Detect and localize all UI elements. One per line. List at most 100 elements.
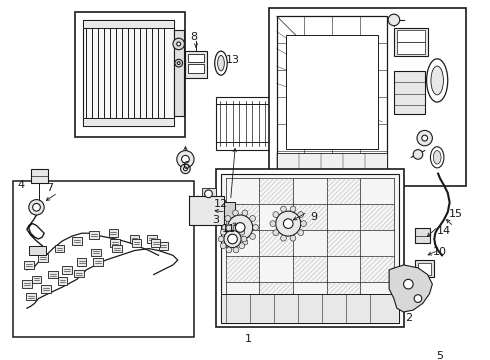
Bar [221, 174, 399, 323]
Bar [91, 249, 101, 256]
Text: 11: 11 [221, 224, 236, 234]
Circle shape [233, 225, 239, 231]
Circle shape [281, 206, 286, 212]
Circle shape [177, 42, 181, 46]
Text: 10: 10 [433, 247, 447, 257]
Bar [418, 263, 431, 275]
Circle shape [388, 14, 400, 26]
Circle shape [241, 236, 247, 242]
Circle shape [242, 239, 248, 245]
Ellipse shape [215, 51, 227, 75]
Bar [394, 28, 428, 57]
Circle shape [29, 199, 44, 215]
Bar [41, 285, 51, 293]
Circle shape [250, 216, 255, 221]
Circle shape [270, 221, 276, 226]
Circle shape [177, 150, 194, 168]
Text: 12: 12 [214, 199, 228, 210]
Circle shape [301, 221, 307, 226]
Bar [397, 31, 425, 42]
Circle shape [228, 215, 253, 240]
Circle shape [177, 62, 180, 64]
Bar [31, 169, 48, 183]
Text: 15: 15 [448, 209, 463, 219]
Ellipse shape [218, 55, 224, 71]
Bar [58, 278, 67, 285]
Bar [62, 266, 72, 274]
Bar [26, 293, 36, 301]
Text: 9: 9 [311, 212, 318, 222]
Bar [83, 118, 174, 126]
Bar [188, 54, 204, 62]
Circle shape [225, 216, 231, 221]
Bar [415, 228, 430, 243]
Circle shape [253, 225, 258, 230]
Bar [277, 153, 387, 177]
Bar [29, 246, 46, 255]
Bar [277, 16, 387, 177]
Text: 5: 5 [437, 351, 443, 360]
Circle shape [175, 59, 183, 67]
Bar [216, 169, 404, 327]
Circle shape [233, 247, 239, 253]
Bar [269, 8, 466, 186]
Circle shape [218, 236, 224, 242]
Bar [110, 239, 120, 247]
Text: 6: 6 [182, 161, 189, 171]
Circle shape [239, 243, 245, 249]
Circle shape [33, 203, 40, 211]
Bar [415, 260, 434, 278]
Circle shape [283, 219, 293, 228]
Bar [48, 271, 58, 278]
Circle shape [273, 230, 279, 235]
Bar [89, 231, 99, 239]
Bar [109, 229, 118, 237]
Bar [93, 258, 103, 266]
Ellipse shape [427, 59, 448, 102]
Circle shape [220, 229, 226, 235]
Circle shape [226, 247, 232, 253]
Ellipse shape [433, 150, 441, 164]
Bar [74, 270, 84, 278]
Circle shape [242, 210, 248, 216]
Circle shape [224, 230, 241, 248]
Circle shape [414, 295, 422, 302]
Bar [185, 51, 207, 77]
Bar [13, 181, 194, 337]
Bar [151, 239, 160, 247]
Bar [394, 71, 425, 114]
Circle shape [233, 210, 238, 216]
Bar [288, 102, 298, 145]
Circle shape [205, 190, 212, 198]
Bar [147, 235, 157, 243]
Bar [132, 239, 141, 247]
Circle shape [281, 235, 286, 241]
Bar [188, 64, 204, 73]
Circle shape [222, 225, 228, 230]
Bar [112, 245, 122, 252]
Bar [83, 20, 174, 28]
Text: 4: 4 [18, 180, 24, 190]
Circle shape [173, 38, 184, 50]
Circle shape [220, 243, 226, 249]
Bar [75, 12, 185, 137]
Circle shape [228, 234, 237, 244]
Ellipse shape [430, 147, 444, 168]
Circle shape [182, 156, 189, 163]
Circle shape [181, 164, 190, 174]
Circle shape [276, 211, 301, 236]
Bar [77, 258, 86, 266]
Bar [224, 202, 235, 218]
Bar [83, 20, 174, 126]
Text: 14: 14 [437, 226, 451, 236]
Circle shape [298, 212, 304, 217]
Bar [24, 261, 34, 269]
Bar [174, 30, 183, 116]
Bar [221, 294, 399, 323]
Bar [22, 280, 32, 288]
Circle shape [413, 150, 423, 159]
Ellipse shape [431, 66, 443, 95]
Bar [397, 42, 425, 54]
Bar [32, 275, 41, 283]
Text: 2: 2 [405, 313, 412, 323]
